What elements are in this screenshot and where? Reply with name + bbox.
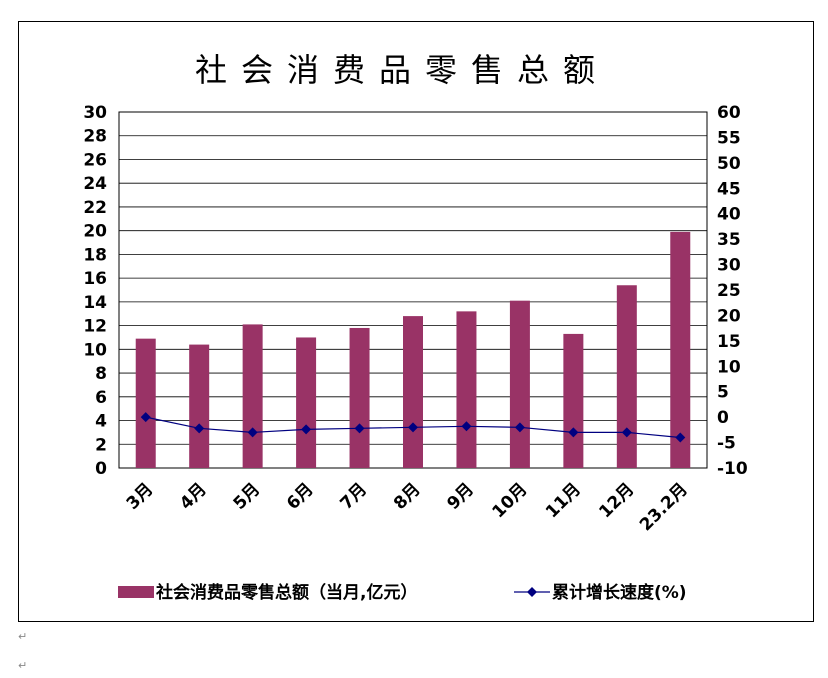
left-tick-label: 4 — [95, 412, 107, 432]
right-tick-label: 35 — [717, 230, 741, 250]
x-tick-label: 12月 — [595, 479, 638, 522]
x-tick-label: 10月 — [489, 479, 532, 522]
left-tick-label: 10 — [83, 340, 107, 360]
bar — [563, 333, 584, 468]
right-tick-label: 0 — [717, 408, 729, 428]
left-tick-label: 18 — [83, 245, 107, 265]
x-tick-label: 8月 — [390, 479, 425, 514]
right-tick-label: 60 — [717, 103, 741, 123]
chart-frame: 社会消费品零售总额 0 2 4 6 8 10 12 14 16 18 20 22 24 26 28 30 -1… — [18, 21, 814, 622]
bar — [296, 337, 317, 468]
right-tick-label: 30 — [717, 256, 741, 276]
x-tick-label: 4月 — [176, 479, 211, 514]
x-tick-label: 23.2月 — [636, 479, 692, 535]
line-point — [461, 421, 472, 432]
line-point — [301, 424, 312, 435]
legend-diamond-icon — [527, 587, 537, 597]
left-tick-label: 30 — [83, 103, 107, 123]
x-tick-label: 7月 — [337, 479, 372, 514]
legend: 社会消费品零售总额（当月,亿元） 累计增长速度(%) — [118, 582, 687, 603]
left-tick-label: 6 — [95, 388, 107, 408]
legend-bar-swatch — [118, 586, 154, 598]
right-tick-label: 10 — [717, 357, 741, 377]
x-tick-label: 5月 — [230, 479, 265, 514]
line-point — [621, 427, 632, 438]
legend-line-label: 累计增长速度(%) — [552, 582, 687, 603]
bar — [189, 344, 210, 468]
legend-bar-label: 社会消费品零售总额（当月,亿元） — [155, 582, 417, 603]
right-tick-label: 45 — [717, 179, 741, 199]
left-tick-label: 20 — [83, 222, 107, 242]
line-point — [514, 422, 525, 433]
right-tick-label: -10 — [717, 459, 748, 479]
bar — [670, 231, 691, 468]
bar — [403, 316, 423, 468]
left-tick-label: 24 — [83, 174, 107, 194]
left-tick-label: 8 — [95, 364, 107, 384]
line-point — [675, 432, 686, 443]
bar — [349, 327, 370, 468]
right-tick-label: 20 — [717, 306, 741, 326]
bar — [135, 338, 156, 468]
right-tick-label: 50 — [717, 154, 741, 174]
bar — [242, 324, 263, 468]
right-tick-label: 25 — [717, 281, 741, 301]
right-tick-label: 5 — [717, 383, 729, 403]
x-tick-label: 9月 — [443, 479, 478, 514]
paragraph-mark: ↵ — [18, 630, 28, 643]
line-point — [140, 412, 151, 423]
right-tick-label: 55 — [717, 128, 741, 148]
line-point — [247, 427, 258, 438]
chart-title: 社会消费品零售总额 — [195, 51, 609, 89]
line-point — [354, 423, 365, 434]
left-tick-label: 14 — [83, 293, 107, 313]
left-tick-label: 28 — [83, 127, 107, 147]
x-tick-label: 6月 — [283, 479, 318, 514]
left-tick-label: 26 — [83, 150, 107, 170]
line-point — [408, 422, 418, 433]
left-tick-label: 16 — [83, 269, 107, 289]
line-series — [140, 412, 686, 443]
paragraph-mark: ↵ — [18, 659, 28, 672]
bar — [509, 300, 530, 468]
right-tick-label: 40 — [717, 205, 741, 225]
bar — [616, 285, 637, 468]
x-tick-label: 3月 — [123, 479, 158, 514]
left-tick-label: 2 — [95, 435, 107, 455]
x-tick-label: 11月 — [542, 479, 585, 522]
left-tick-label: 12 — [83, 317, 107, 337]
left-tick-label: 0 — [95, 459, 107, 479]
bar — [456, 311, 477, 468]
left-tick-label: 22 — [83, 198, 107, 218]
line-point — [194, 423, 205, 434]
right-tick-label: 15 — [717, 332, 741, 352]
right-tick-label: -5 — [717, 434, 736, 454]
right-axis: -10 -5 0 5 10 15 20 25 30 35 40 45 50 55 60 — [717, 103, 748, 479]
line-point — [568, 427, 579, 438]
